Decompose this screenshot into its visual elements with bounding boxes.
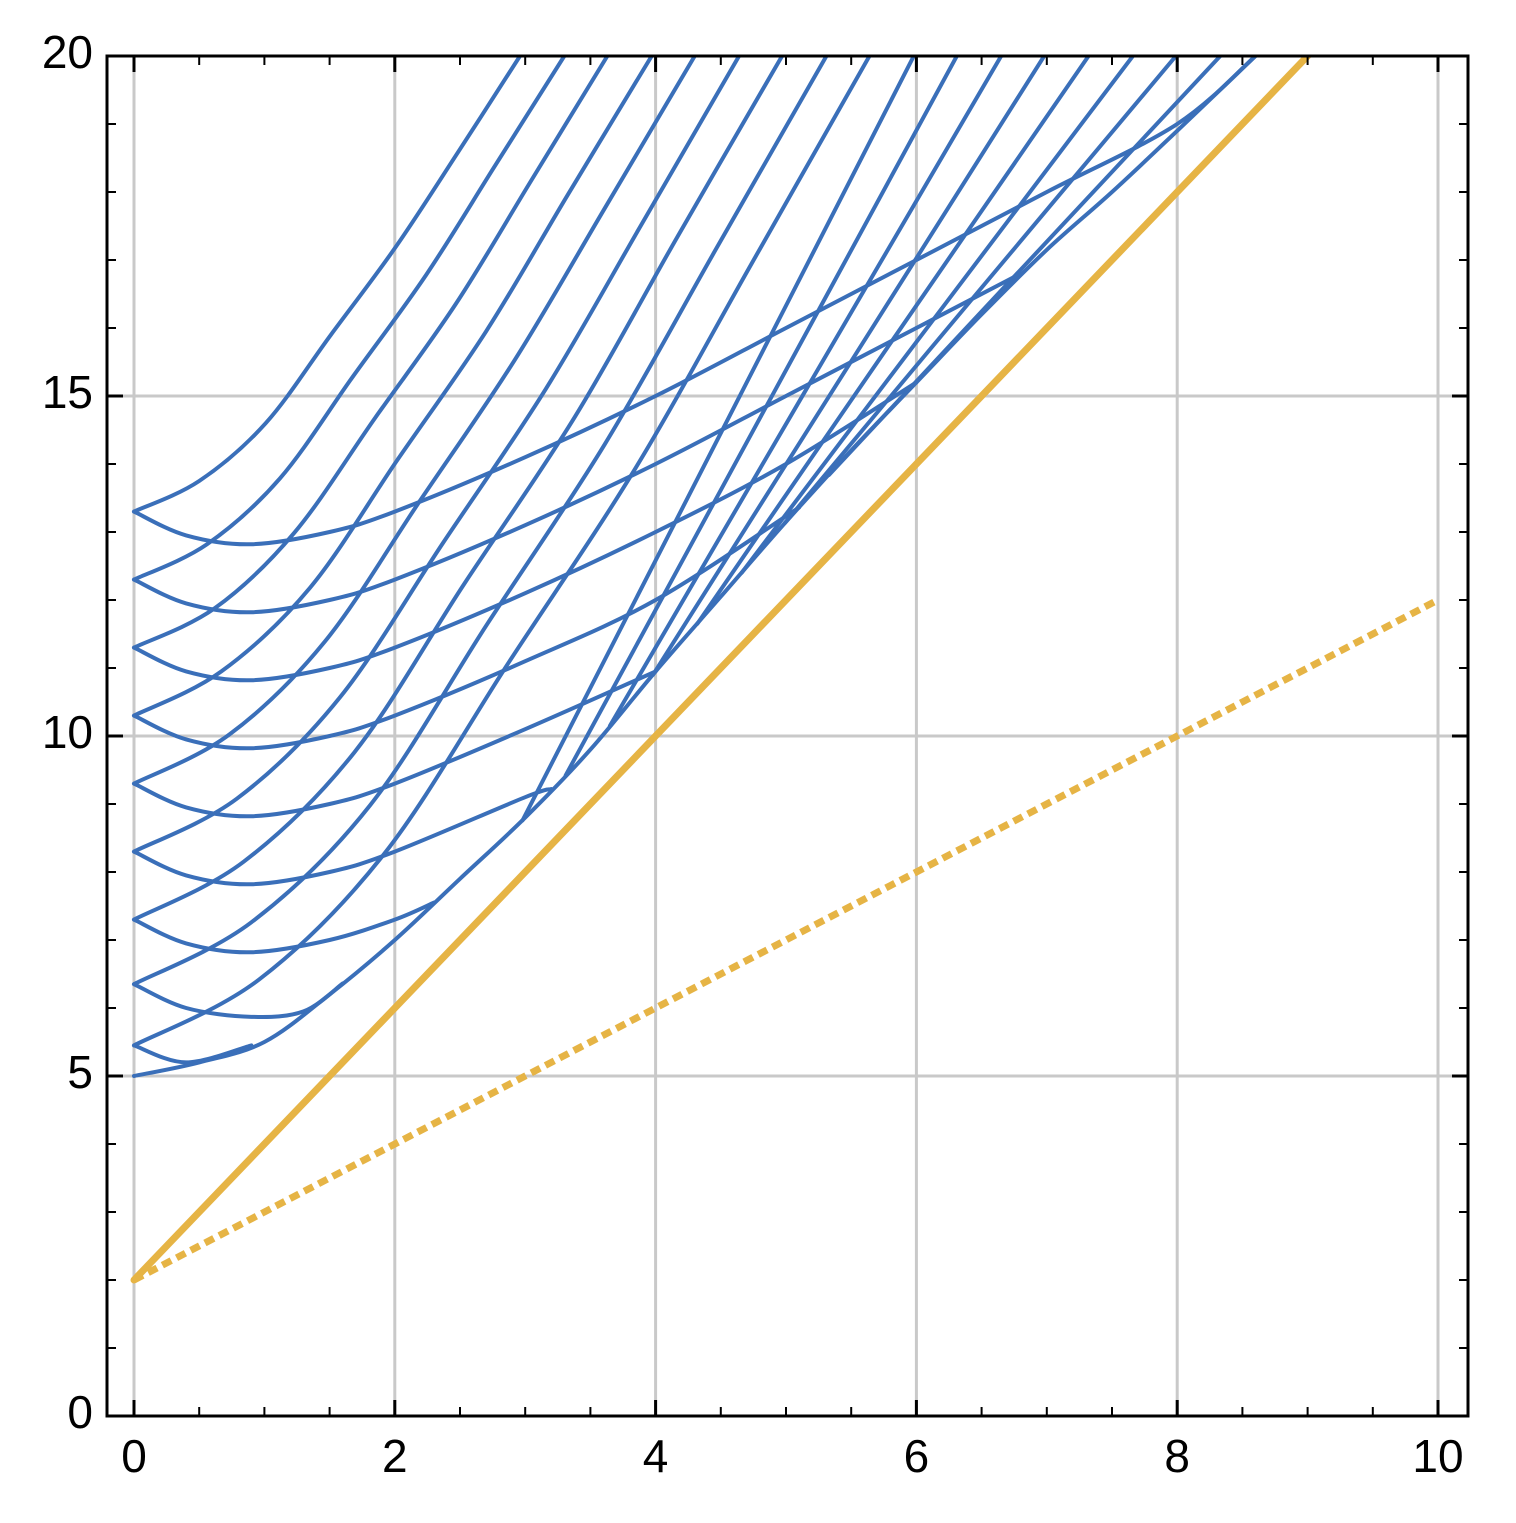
x-tick-label: 0 xyxy=(121,1430,147,1482)
curve xyxy=(131,981,345,1020)
curve xyxy=(131,56,1258,1078)
curve xyxy=(827,56,1223,477)
curve xyxy=(131,787,554,887)
curve xyxy=(695,56,1091,626)
y-tick-label: 5 xyxy=(67,1046,93,1098)
curve xyxy=(131,1043,254,1065)
curve xyxy=(131,56,522,514)
curve xyxy=(782,56,1178,526)
curve xyxy=(131,56,654,718)
curve xyxy=(650,56,1047,677)
curve xyxy=(131,669,658,819)
plot-area xyxy=(130,56,1440,1284)
curve xyxy=(131,380,919,683)
axes: 0 2 4 6 8 10 0 5 10 15 20 xyxy=(42,26,1470,1482)
curve xyxy=(607,56,1004,728)
y-tick-label: 10 xyxy=(42,706,93,758)
curve xyxy=(131,56,872,1048)
curve xyxy=(520,56,916,823)
y-tick-label: 15 xyxy=(42,366,93,418)
y-tick-label: 0 xyxy=(67,1386,93,1438)
curve xyxy=(132,596,1440,1284)
x-tick-label: 4 xyxy=(643,1430,669,1482)
curve xyxy=(131,56,785,922)
x-tick-label: 10 xyxy=(1412,1430,1463,1482)
curve xyxy=(131,56,742,854)
x-tick-label: 2 xyxy=(382,1430,408,1482)
curve xyxy=(563,56,959,778)
curve xyxy=(131,56,697,786)
grid xyxy=(107,54,1468,1418)
x-tick-label: 6 xyxy=(904,1430,930,1482)
curve xyxy=(131,56,610,650)
x-tick-label: 8 xyxy=(1164,1430,1190,1482)
curve xyxy=(131,56,829,987)
y-tick-label: 20 xyxy=(42,26,93,78)
curve xyxy=(130,56,1312,1284)
curve xyxy=(131,56,567,582)
curve xyxy=(131,900,436,955)
curve xyxy=(131,271,1023,615)
curve xyxy=(739,56,1135,575)
